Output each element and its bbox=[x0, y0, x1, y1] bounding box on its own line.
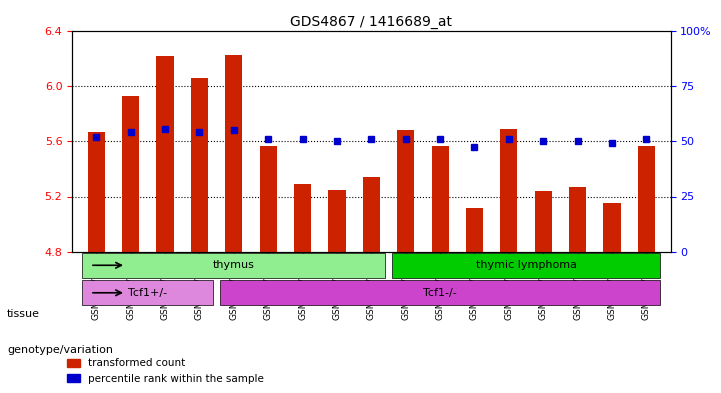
Bar bbox=[500, 129, 518, 252]
Bar bbox=[122, 96, 139, 252]
Bar bbox=[431, 145, 448, 252]
Bar bbox=[328, 189, 345, 252]
Text: tissue: tissue bbox=[7, 309, 40, 320]
Bar bbox=[225, 55, 242, 252]
Text: thymus: thymus bbox=[213, 260, 255, 270]
FancyBboxPatch shape bbox=[82, 253, 385, 278]
Bar bbox=[363, 177, 380, 252]
Bar bbox=[397, 130, 415, 252]
FancyBboxPatch shape bbox=[392, 253, 660, 278]
Bar bbox=[466, 208, 483, 252]
Bar bbox=[156, 56, 174, 252]
Bar bbox=[191, 78, 208, 252]
Bar bbox=[260, 145, 277, 252]
Text: thymic lymphoma: thymic lymphoma bbox=[476, 260, 577, 270]
FancyBboxPatch shape bbox=[220, 281, 660, 305]
Title: GDS4867 / 1416689_at: GDS4867 / 1416689_at bbox=[291, 15, 452, 29]
Bar bbox=[603, 203, 621, 252]
Text: Tcf1-/-: Tcf1-/- bbox=[423, 288, 457, 298]
Bar bbox=[569, 187, 586, 252]
Bar bbox=[87, 132, 105, 252]
Text: Tcf1+/-: Tcf1+/- bbox=[128, 288, 167, 298]
FancyBboxPatch shape bbox=[82, 281, 213, 305]
Text: genotype/variation: genotype/variation bbox=[7, 345, 113, 355]
Legend: transformed count, percentile rank within the sample: transformed count, percentile rank withi… bbox=[63, 354, 268, 388]
Bar bbox=[638, 145, 655, 252]
Bar bbox=[535, 191, 552, 252]
Bar bbox=[294, 184, 311, 252]
